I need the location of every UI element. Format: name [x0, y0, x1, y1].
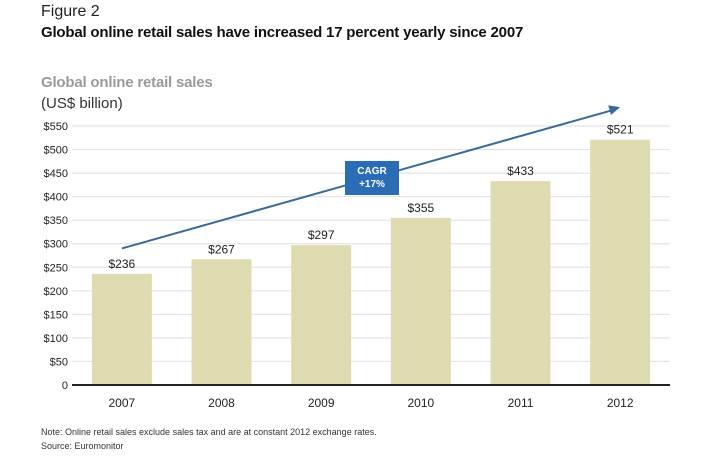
y-tick-label: $100 — [44, 333, 68, 345]
bar-2012 — [590, 139, 651, 385]
x-tick-label: 2008 — [208, 396, 235, 410]
figure-title: Global online retail sales have increase… — [41, 24, 524, 41]
chart-subtitle: (US$ billion) — [41, 95, 123, 112]
chart-source: Source: Euromonitor — [41, 441, 124, 451]
data-label: $267 — [208, 242, 235, 256]
cagr-label: CAGR — [357, 166, 387, 177]
y-tick-label: $550 — [44, 121, 68, 133]
y-tick-label: $350 — [44, 215, 68, 227]
cagr-value: +17% — [359, 179, 385, 190]
y-tick-label: $400 — [44, 192, 68, 204]
data-labels: $236 $267 $297 $355 $433 $521 — [108, 123, 633, 271]
arrowhead-icon — [608, 105, 621, 115]
y-axis-ticks: 0 $50 $100 $150 $200 $250 $300 $350 $400 $450 $500… — [44, 121, 68, 392]
x-tick-label: 2011 — [508, 396, 534, 410]
x-tick-label: 2010 — [407, 396, 434, 410]
bar-2008 — [191, 259, 252, 385]
data-label: $297 — [308, 228, 335, 242]
figure-label: Figure 2 — [41, 3, 100, 20]
chart-note: Note: Online retail sales exclude sales … — [41, 427, 377, 437]
y-tick-label: $300 — [44, 239, 68, 251]
y-tick-label: $200 — [44, 286, 68, 298]
data-label: $355 — [407, 201, 434, 215]
chart-title: Global online retail sales — [41, 74, 213, 91]
y-tick-label: $500 — [44, 145, 68, 157]
data-label: $521 — [607, 123, 634, 137]
x-axis-ticks: 2007 2008 2009 2010 2011 2012 — [108, 396, 633, 410]
y-tick-label: $250 — [44, 262, 68, 274]
bars — [91, 139, 651, 385]
x-tick-label: 2009 — [308, 396, 335, 410]
cagr-badge: CAGR +17% — [345, 161, 399, 195]
y-tick-label: 0 — [62, 380, 68, 392]
bar-2007 — [91, 273, 152, 385]
x-tick-label: 2012 — [607, 396, 634, 410]
data-label: $236 — [108, 257, 135, 271]
x-tick-label: 2007 — [108, 396, 135, 410]
y-tick-label: $450 — [44, 168, 68, 180]
y-tick-label: $150 — [44, 309, 68, 321]
y-tick-label: $50 — [50, 356, 68, 368]
bar-2009 — [291, 245, 352, 385]
gridlines — [72, 125, 670, 363]
bar-2010 — [390, 217, 451, 385]
data-label: $433 — [507, 164, 534, 178]
bar-2011 — [490, 181, 551, 385]
